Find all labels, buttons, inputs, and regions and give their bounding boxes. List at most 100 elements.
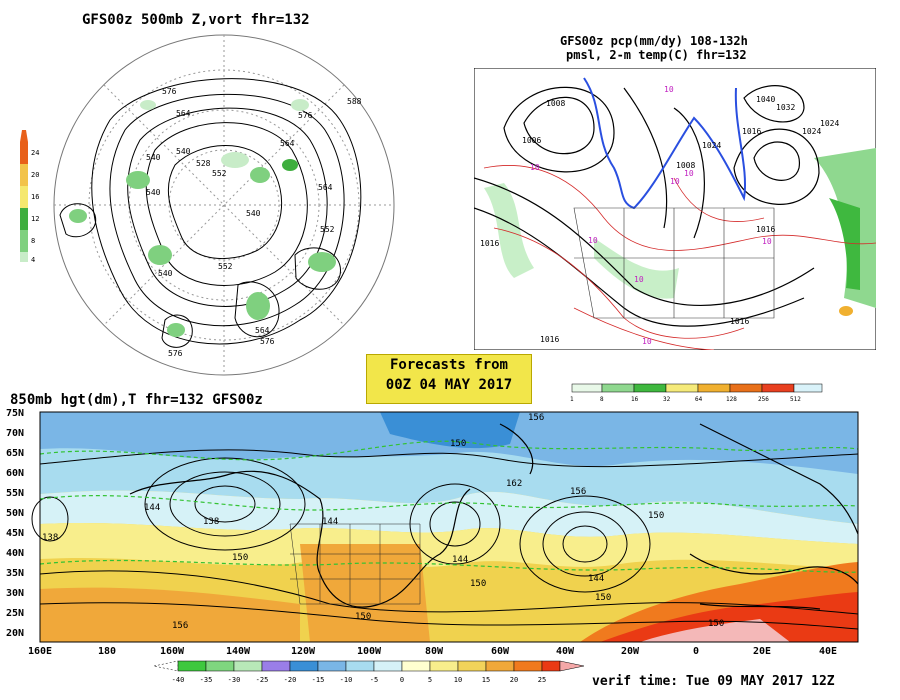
contour-label: 588 <box>347 97 362 106</box>
vorticity-shading <box>69 99 336 337</box>
contour-label: 144 <box>322 517 338 527</box>
colorbar-swatch <box>20 164 28 186</box>
lat-label: 45N <box>6 528 24 539</box>
height-contours <box>59 78 362 348</box>
colorbar-tick: 1 <box>570 396 574 403</box>
colorbar-swatch <box>429 660 459 672</box>
colorbar-tick: -30 <box>228 676 241 684</box>
lat-label: 35N <box>6 568 24 579</box>
colorbar-arrow <box>20 130 28 142</box>
precip-shading <box>484 148 876 316</box>
850mb-height-contours <box>31 449 859 630</box>
freezing-line <box>583 77 746 210</box>
colorbar-tick: 24 <box>31 149 39 157</box>
colorbar-swatch <box>601 383 635 393</box>
lat-label: 55N <box>6 488 24 499</box>
panel-500mb-title: GFS00z 500mb Z,vort fhr=132 <box>82 12 310 28</box>
contour-label: 138 <box>42 533 58 543</box>
lon-label: 20W <box>621 646 640 656</box>
verif-time: verif time: Tue 09 MAY 2017 12Z <box>592 674 835 689</box>
colorbar-tick: 16 <box>31 193 39 201</box>
contour-label: 552 <box>212 169 227 178</box>
colorbar-swatch <box>401 660 431 672</box>
lon-label: 20E <box>753 646 771 656</box>
colorbar-tick: 8 <box>600 396 604 403</box>
contour-label: 540 <box>146 153 161 162</box>
colorbar-tick: 32 <box>663 396 671 403</box>
colorbar-tick: 15 <box>482 676 490 684</box>
colorbar-tick: -25 <box>256 676 269 684</box>
longitude-labels: 160E 180 160W 140W 120W 100W 80W 60W 40W… <box>28 646 837 656</box>
temp-label: 10 <box>670 177 680 186</box>
contour-label: 150 <box>470 579 486 589</box>
contour-label: 150 <box>450 439 466 449</box>
pmsl-label: 1016 <box>480 239 499 248</box>
contour-label: 552 <box>218 262 233 271</box>
lat-label: 75N <box>6 408 24 419</box>
colorbar-swatch <box>20 252 28 262</box>
contour-label: 564 <box>280 139 295 148</box>
contour-label: 156 <box>570 487 586 497</box>
colorbar-tick: 128 <box>726 396 737 403</box>
colorbar-tick: 4 <box>31 256 35 264</box>
lon-label: 140W <box>226 646 251 656</box>
colorbar-tick: 16 <box>631 396 639 403</box>
colorbar-tick: -5 <box>370 676 378 684</box>
colorbar-swatch <box>571 383 603 393</box>
contour-label: 138 <box>203 517 219 527</box>
lat-label: 40N <box>6 548 24 559</box>
temp-label: 10 <box>634 275 644 284</box>
contour-label: 576 <box>298 111 313 120</box>
colorbar-swatch <box>20 230 28 252</box>
colorbar-swatch <box>205 660 235 672</box>
colorbar-swatch <box>697 383 731 393</box>
lat-label: 70N <box>6 428 24 439</box>
banner-line-2: 00Z 04 MAY 2017 <box>385 377 513 393</box>
colorbar-tick: 8 <box>31 237 35 245</box>
lon-label: 40E <box>819 646 837 656</box>
contour-label: 564 <box>176 109 191 118</box>
panel-500mb-map: 576 564 588 576 564 540 540 540 552 528 … <box>53 34 395 376</box>
temp-label: 10 <box>642 337 652 346</box>
contour-label: 540 <box>146 188 161 197</box>
colorbar-swatch <box>761 383 795 393</box>
colorbar-tick: -35 <box>200 676 213 684</box>
colorbar-swatch <box>20 186 28 208</box>
colorbar-swatch <box>20 142 28 164</box>
colorbar-swatch <box>345 660 375 672</box>
temp-label: 10 <box>530 163 540 172</box>
lon-label: 120W <box>291 646 316 656</box>
contour-label: 156 <box>528 413 544 423</box>
pmsl-label: 1024 <box>802 127 821 136</box>
temp-label: 10 <box>762 237 772 246</box>
contour-label: 576 <box>162 87 177 96</box>
pmsl-label: 1032 <box>776 103 795 112</box>
contour-label: 144 <box>588 574 604 584</box>
panel-850mb-title: 850mb hgt(dm),T fhr=132 GFS00z <box>10 392 263 408</box>
lat-label: 60N <box>6 468 24 479</box>
colorbar-swatch <box>513 660 543 672</box>
contour-label: 150 <box>648 511 664 521</box>
colorbar-arrow-right <box>559 660 585 672</box>
colorbar-tick: 20 <box>510 676 518 684</box>
vorticity-colorbar: 24 20 16 12 8 4 <box>20 130 39 264</box>
colorbar-tick: -10 <box>340 676 353 684</box>
pmsl-label: 1016 <box>756 225 775 234</box>
colorbar-swatch <box>485 660 515 672</box>
colorbar-swatch <box>261 660 291 672</box>
colorbar-tick: 25 <box>538 676 546 684</box>
panel-pcp-title-1: GFS00z pcp(mm/dy) 108-132h <box>560 34 748 48</box>
contour-label: 150 <box>708 619 724 629</box>
temp-label: 10 <box>588 236 598 245</box>
pmsl-label: 1024 <box>702 141 721 150</box>
colorbar-swatch <box>633 383 667 393</box>
temp-label: 10 <box>664 85 674 94</box>
lon-label: 100W <box>357 646 382 656</box>
contour-label: 564 <box>255 326 270 335</box>
colorbar-tick: 12 <box>31 215 39 223</box>
contour-label: 150 <box>355 612 371 622</box>
pmsl-label: 1016 <box>540 335 559 344</box>
contour-label: 150 <box>595 593 611 603</box>
colorbar-tick: 0 <box>400 676 404 684</box>
colorbar-swatch <box>177 660 207 672</box>
